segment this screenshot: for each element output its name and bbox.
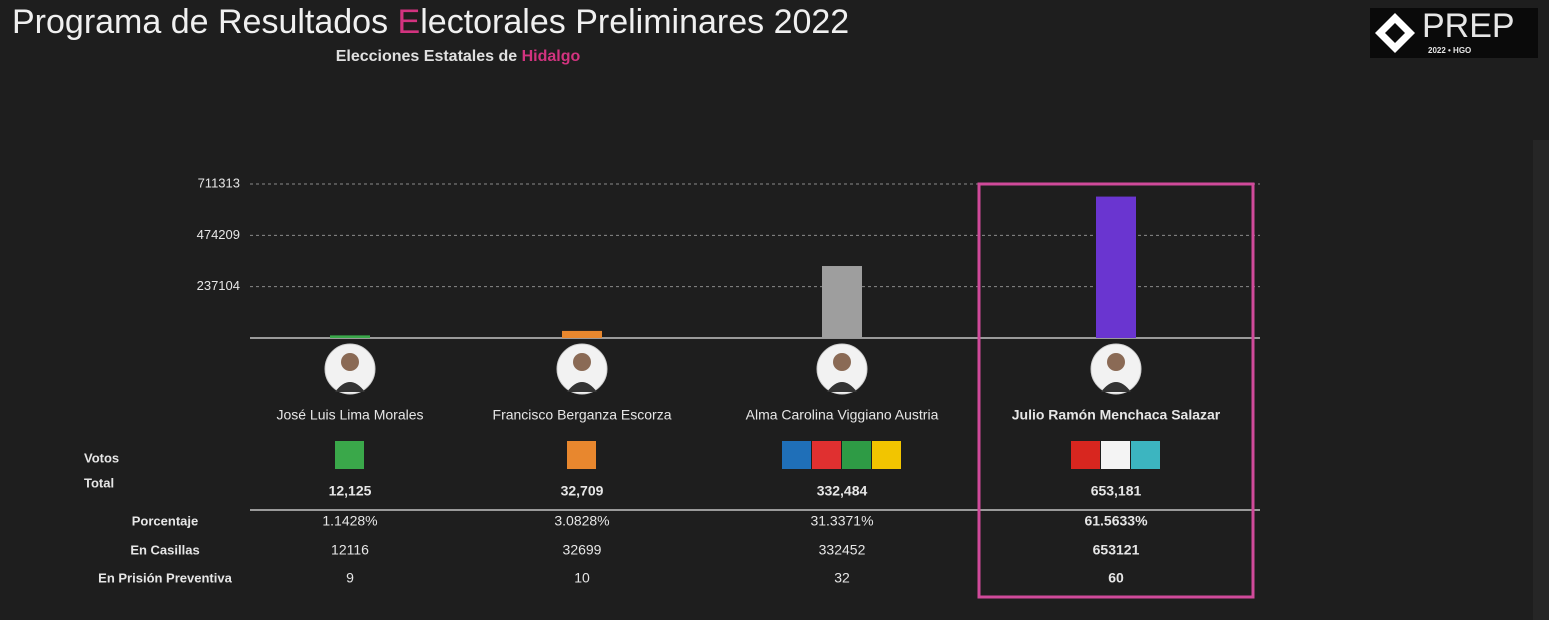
y-tick-label: 237104 — [197, 278, 240, 293]
party-logo — [335, 441, 364, 469]
party-logo — [567, 441, 596, 469]
cell: 32 — [834, 570, 850, 586]
party-logo — [872, 441, 901, 469]
subtitle: Elecciones Estatales de Hidalgo — [336, 48, 581, 65]
avatar-body — [567, 382, 597, 392]
title-part: lectorales Preliminares 2022 — [420, 3, 849, 41]
logo-icon — [1385, 23, 1405, 43]
title-part: E — [398, 3, 421, 41]
party-logo — [842, 441, 871, 469]
cell: 31.3371% — [810, 513, 873, 529]
candidate-name: Francisco Berganza Escorza — [493, 407, 672, 423]
avatar-body — [1101, 382, 1131, 392]
candidate-name: Alma Carolina Viggiano Austria — [746, 407, 939, 423]
vote-total: 332,484 — [817, 483, 868, 499]
bar — [562, 330, 602, 338]
highlight-box — [977, 182, 1255, 599]
cell: 10 — [574, 570, 590, 586]
cell: 3.0828% — [554, 513, 609, 529]
row-label: Porcentaje — [132, 513, 198, 528]
cell: 653121 — [1093, 542, 1140, 558]
logo-text: PREP — [1422, 7, 1515, 45]
party-logo — [1131, 441, 1160, 469]
vote-total: 32,709 — [561, 483, 604, 499]
avatar-body — [335, 382, 365, 392]
party-logo — [1071, 441, 1100, 469]
party-logo — [782, 441, 811, 469]
vote-total: 12,125 — [329, 483, 372, 499]
cell: 1.1428% — [322, 513, 377, 529]
subtitle-part: Hidalgo — [522, 48, 581, 65]
logo: PREP 2022 • HGO — [1370, 7, 1538, 58]
candidate-name: Julio Ramón Menchaca Salazar — [1012, 407, 1221, 423]
logo-sub: 2022 • HGO — [1428, 46, 1471, 55]
title-part: Programa de Resultados — [12, 3, 398, 41]
votes-label: Votos — [84, 450, 119, 465]
subtitle-part: Elecciones Estatales de — [336, 48, 522, 65]
party-logo — [1101, 441, 1130, 469]
cell: 60 — [1108, 570, 1124, 586]
cell: 9 — [346, 570, 354, 586]
vote-total: 653,181 — [1091, 483, 1142, 499]
bar — [822, 266, 862, 338]
y-tick-label: 711313 — [198, 175, 240, 190]
scrollbar — [1533, 140, 1549, 620]
avatar-head — [341, 353, 359, 371]
avatar-head — [1107, 353, 1125, 371]
y-tick-label: 474209 — [197, 227, 240, 242]
chart: 237104 474209 711313 José Luis Lima Morales… — [84, 175, 1260, 599]
row-label: En Prisión Preventiva — [98, 570, 232, 585]
cell: 332452 — [819, 542, 866, 558]
row-label: En Casillas — [130, 542, 199, 557]
total-label: Total — [84, 475, 114, 490]
title: Programa de Resultados Electorales Preli… — [12, 3, 849, 41]
cell: 61.5633% — [1084, 513, 1148, 529]
party-logo — [812, 441, 841, 469]
avatar-head — [573, 353, 591, 371]
cell: 12116 — [331, 542, 369, 558]
bar — [1096, 196, 1136, 338]
avatar-body — [827, 382, 857, 392]
candidate-name: José Luis Lima Morales — [276, 407, 423, 423]
bar — [330, 335, 370, 338]
avatar-head — [833, 353, 851, 371]
cell: 32699 — [563, 542, 602, 558]
